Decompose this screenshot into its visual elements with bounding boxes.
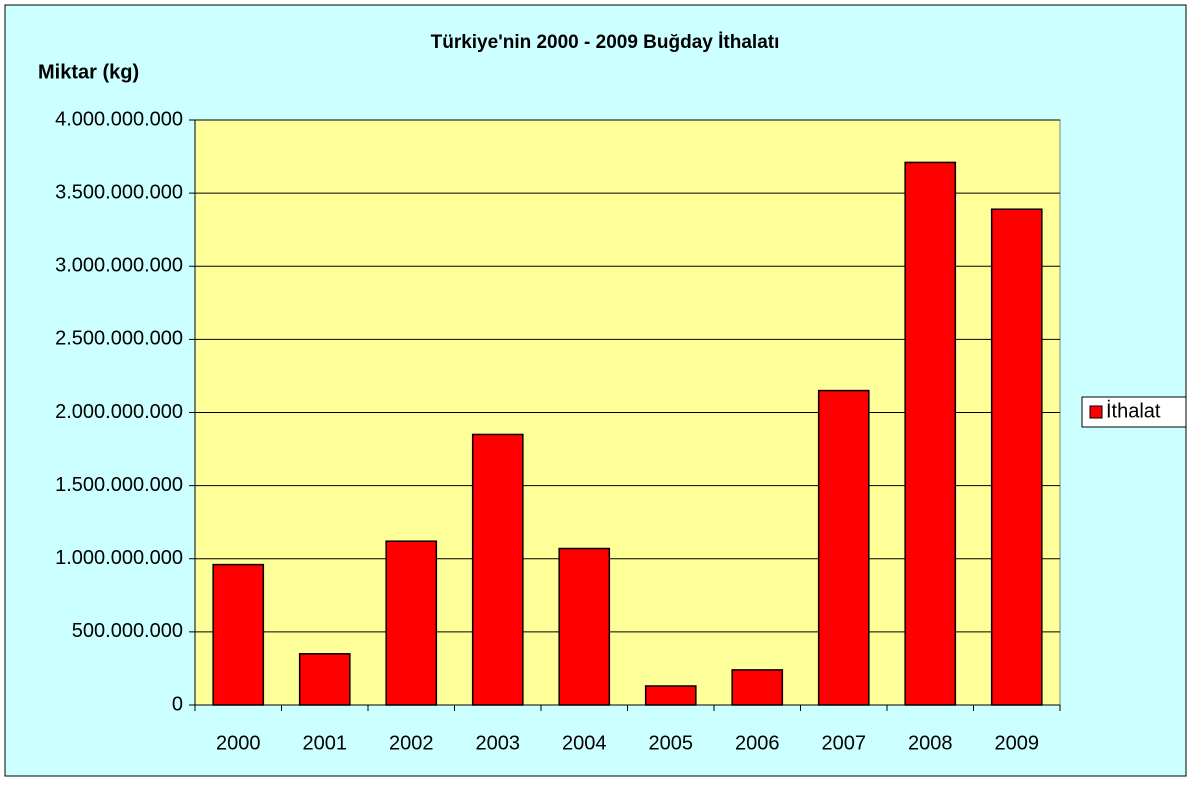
x-tick-label: 2004 [562,732,607,754]
x-tick-label: 2005 [649,732,694,754]
bar [644,685,697,706]
bar [904,161,957,706]
bar [471,433,524,706]
x-tick-label: 2009 [995,732,1040,754]
bar [298,653,351,706]
x-tick-label: 2008 [908,732,953,754]
bar [212,563,265,706]
bar [558,547,611,706]
y-tick-label: 1.000.000.000 [55,547,183,569]
y-tick-label: 500.000.000 [72,620,183,642]
y-tick-label: 0 [172,693,183,715]
x-tick-label: 2006 [735,732,780,754]
x-tick-label: 2001 [303,732,348,754]
y-tick-label: 3.000.000.000 [55,255,183,277]
bar [817,389,870,706]
bar [990,208,1043,706]
chart-title: Türkiye'nin 2000 - 2009 Buğday İthalatı [431,32,780,53]
legend-swatch [1089,405,1103,419]
bar [385,540,438,706]
y-tick-label: 3.500.000.000 [55,181,183,203]
bar [731,669,784,706]
y-tick-label: 2.000.000.000 [55,401,183,423]
y-axis-label: Miktar (kg) [38,61,139,83]
x-tick-label: 2000 [216,732,261,754]
y-tick-label: 4.000.000.000 [55,108,183,130]
x-tick-label: 2002 [389,732,434,754]
x-tick-label: 2007 [822,732,867,754]
y-tick-label: 2.500.000.000 [55,328,183,350]
x-tick-label: 2003 [476,732,521,754]
y-tick-label: 1.500.000.000 [55,474,183,496]
legend-label: İthalat [1106,399,1161,422]
